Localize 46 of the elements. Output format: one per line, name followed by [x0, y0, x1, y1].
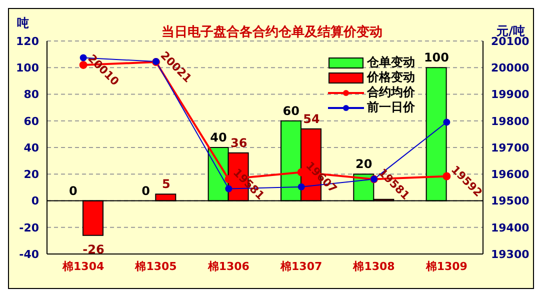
data-label: 5	[162, 177, 170, 192]
legend-label: 仓单变动	[367, 55, 415, 70]
point	[225, 185, 232, 192]
y2-tick-label: 20000	[491, 62, 530, 75]
y2-tick-label: 19300	[491, 248, 530, 261]
chart-title: 当日电子盘合各合约仓单及结算价变动	[162, 25, 382, 40]
y-tick-label: 80	[24, 88, 40, 102]
x-tick-label: 棉1308	[352, 260, 395, 273]
x-tick-label: 棉1309	[424, 260, 468, 273]
data-label: 54	[303, 112, 320, 126]
y-tick-label: 20	[24, 168, 40, 182]
data-label: 20	[355, 157, 372, 172]
x-tick-label: 棉1304	[62, 260, 104, 273]
data-label: 60	[282, 104, 300, 118]
point	[298, 183, 305, 190]
legend-label: 合约均价	[367, 85, 415, 100]
y-tick-label: -20	[19, 221, 40, 234]
y2-tick-label: 19600	[491, 168, 530, 182]
y-tick-label: 100	[16, 62, 40, 75]
data-label: 36	[230, 136, 248, 150]
y-tick-label: -40	[19, 248, 40, 261]
y2-tick-label: 19700	[491, 141, 530, 154]
data-label: -26	[82, 242, 104, 256]
point	[442, 172, 451, 180]
y-tick-label: 40	[24, 141, 40, 154]
x-tick-label: 棉1306	[206, 260, 250, 273]
data-label: 40	[210, 130, 227, 144]
point	[80, 54, 87, 62]
y-axis-title: 吨	[17, 15, 29, 32]
legend-label: 前一日价	[367, 100, 415, 115]
y-tick-label: 120	[16, 34, 40, 48]
y2-tick-label: 19900	[491, 88, 530, 102]
y-tick-label: 0	[31, 194, 40, 208]
data-label: 100	[424, 50, 450, 65]
x-tick-label: 棉1305	[134, 260, 177, 273]
legend-label: 价格变动	[367, 70, 415, 85]
y2-tick-label: 19400	[491, 221, 530, 234]
y-tick-label: 60	[24, 114, 40, 128]
data-label: 0	[142, 184, 150, 198]
point	[79, 60, 88, 69]
y2-tick-label: 19500	[491, 194, 530, 208]
y2-tick-label: 19800	[491, 114, 530, 128]
data-label: 0	[68, 184, 78, 198]
point	[443, 118, 450, 126]
y2-axis-title: 元/吨	[496, 23, 525, 38]
x-tick-label: 棉1307	[280, 260, 322, 273]
